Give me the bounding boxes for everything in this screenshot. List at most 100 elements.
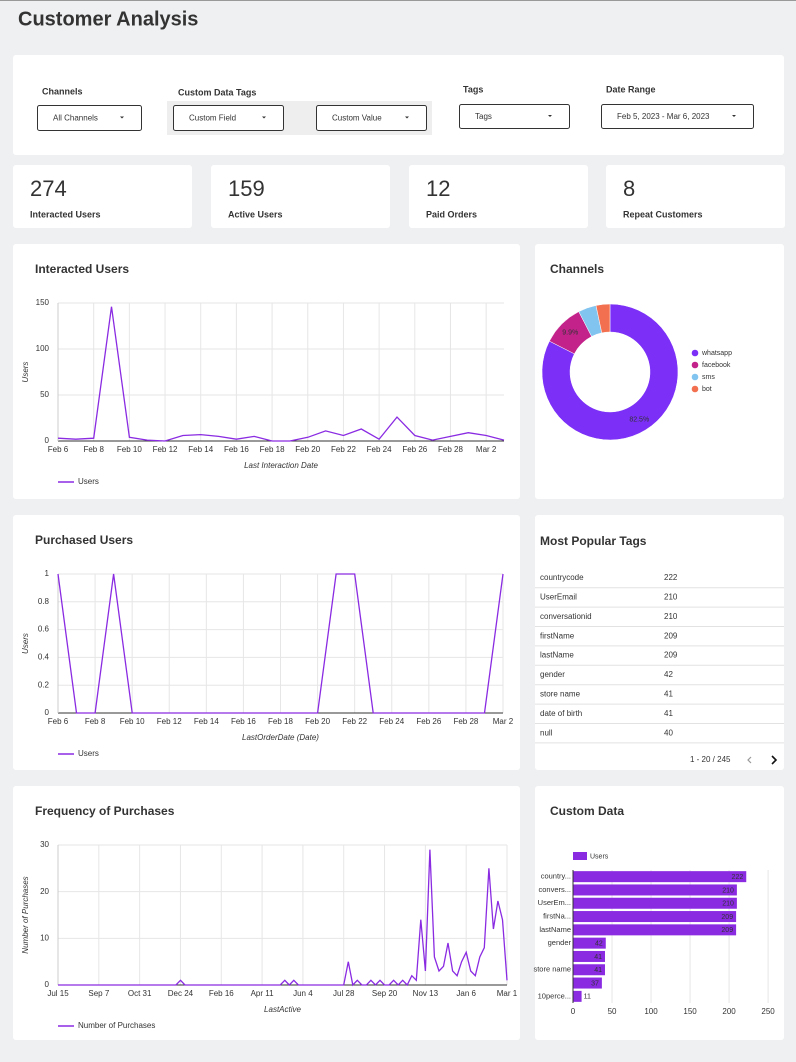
bar: [573, 897, 737, 909]
legend-label: Users: [590, 853, 609, 860]
card: [13, 515, 520, 770]
filter-label: Channels: [42, 86, 83, 96]
x-tick-label: 150: [683, 1007, 697, 1016]
chart-title: Channels: [550, 262, 604, 276]
prev-page[interactable]: [747, 756, 752, 764]
kpi-label: Interacted Users: [30, 209, 101, 219]
x-tick-label: Feb 16: [231, 717, 256, 726]
x-tick-label: Apr 11: [251, 989, 275, 998]
y-axis-label: Users: [21, 362, 30, 383]
x-tick-label: Mar 2: [476, 445, 497, 454]
chart-title: Interacted Users: [35, 262, 129, 276]
y-tick-label: firstNa...: [543, 912, 571, 921]
bar: [573, 911, 737, 923]
x-tick-label: Feb 16: [209, 989, 234, 998]
dropdown-caret[interactable]: [405, 116, 409, 119]
pie-slice: [541, 303, 679, 441]
dropdown-caret[interactable]: [262, 116, 266, 119]
legend-swatch: [691, 361, 699, 369]
table-body: countrycode 222 UserEmail 210 conversationid…: [535, 573, 784, 744]
series-line: [57, 306, 505, 442]
x-tick-label: Feb 20: [295, 445, 320, 454]
dropdown-value[interactable]: Feb 5, 2023 - Mar 6, 2023: [617, 112, 710, 121]
y-tick-label: 50: [40, 390, 49, 399]
y-tick-label: 30: [40, 840, 49, 849]
bar: [573, 977, 602, 989]
legend-swatch: [691, 373, 699, 381]
bar-label: 210: [722, 887, 734, 894]
dropdown-caret[interactable]: [732, 115, 736, 117]
chart-title: Custom Data: [550, 804, 624, 818]
dropdown[interactable]: All Channels: [37, 105, 142, 131]
bar-label: 209: [721, 914, 733, 921]
y-tick-label: gender: [548, 938, 572, 947]
bar: [573, 884, 737, 896]
dropdown-value[interactable]: Custom Value: [332, 114, 382, 123]
tag-name: firstName: [540, 631, 575, 640]
dropdown-box[interactable]: [316, 105, 427, 131]
dropdown-value[interactable]: Custom Field: [189, 114, 236, 123]
dropdown-value[interactable]: All Channels: [53, 114, 98, 123]
x-axis-label: LastOrderDate (Date): [242, 733, 319, 742]
bar: [573, 937, 606, 949]
tag-name: conversationid: [540, 612, 592, 621]
pagination: 1 - 20 / 245: [690, 755, 731, 764]
x-tick-label: Dec 24: [168, 989, 194, 998]
bar-label: 41: [594, 954, 602, 961]
bar: [573, 871, 747, 883]
tag-name: store name: [540, 690, 581, 699]
card: [606, 165, 785, 228]
tag-name: countrycode: [540, 573, 584, 582]
tag-count: 222: [664, 573, 678, 582]
bar: [573, 950, 605, 962]
dropdown[interactable]: Custom Field: [173, 105, 284, 131]
chart-title: Purchased Users: [35, 533, 133, 547]
x-tick-label: Feb 14: [188, 445, 213, 454]
bar: [573, 990, 582, 1002]
dropdown[interactable]: Feb 5, 2023 - Mar 6, 2023: [601, 104, 754, 129]
dropdown-value[interactable]: Tags: [475, 112, 492, 121]
filter-label: Date Range: [606, 84, 656, 94]
tag-count: 41: [664, 709, 673, 718]
tag-name: gender: [540, 670, 565, 679]
x-tick-label: Feb 6: [48, 445, 69, 454]
card: [13, 786, 520, 1040]
next-page[interactable]: [771, 755, 778, 765]
dropdown-box[interactable]: [459, 104, 570, 129]
y-tick-label: 10: [40, 933, 49, 942]
card: [211, 165, 390, 228]
y-tick-label: lastName: [539, 925, 571, 934]
x-tick-label: Mar 1: [497, 989, 518, 998]
x-tick-label: Feb 6: [48, 717, 69, 726]
dropdown-box[interactable]: [601, 104, 754, 129]
dropdown-box[interactable]: [173, 105, 284, 131]
x-axis-label: Last Interaction Date: [244, 461, 318, 470]
x-tick-label: 0: [571, 1007, 576, 1016]
legend-swatch: [691, 385, 699, 393]
x-tick-label: Feb 14: [194, 717, 219, 726]
legend-label: bot: [702, 386, 712, 393]
tag-count: 210: [664, 612, 678, 621]
dropdown-caret[interactable]: [548, 115, 552, 117]
kpi-value: 8: [623, 176, 635, 201]
dropdown[interactable]: Tags: [459, 104, 570, 129]
dropdown[interactable]: Custom Value: [316, 105, 427, 131]
dropdown-box[interactable]: [37, 105, 142, 131]
series-line: [57, 573, 504, 714]
bar-label: 37: [591, 980, 599, 987]
y-tick-label: 0.2: [38, 680, 50, 689]
kpi-label: Paid Orders: [426, 209, 477, 219]
card: [409, 165, 588, 228]
x-tick-label: Jul 15: [47, 989, 69, 998]
y-tick-label: country...: [541, 872, 571, 881]
legend-label: Users: [78, 749, 99, 758]
y-axis-label: Users: [21, 633, 30, 654]
dropdown-caret[interactable]: [120, 116, 124, 119]
y-tick-label: 1: [45, 569, 50, 578]
kpi-value: 159: [228, 176, 265, 201]
bar-label: 210: [722, 901, 734, 908]
x-tick-label: Feb 18: [260, 445, 285, 454]
tag-count: 41: [664, 690, 673, 699]
x-tick-label: Feb 24: [367, 445, 392, 454]
